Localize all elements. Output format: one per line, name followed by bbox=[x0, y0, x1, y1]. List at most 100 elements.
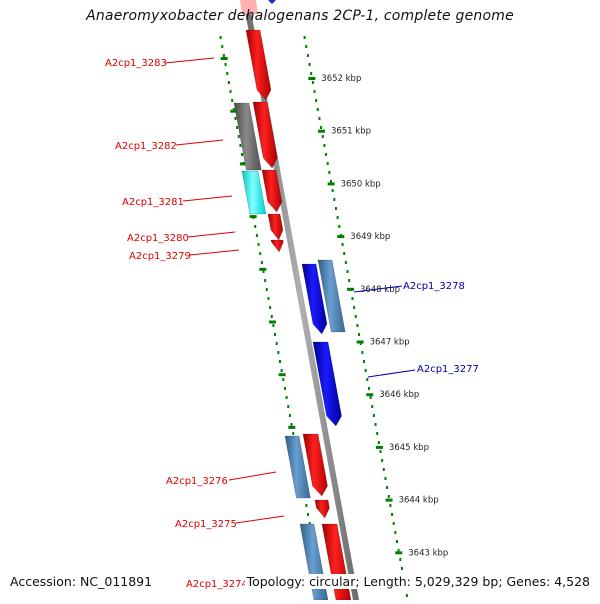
ruler-dot bbox=[292, 432, 295, 435]
topology-value: circular bbox=[309, 574, 356, 589]
ruler-dot bbox=[241, 153, 244, 156]
ruler-dot bbox=[377, 441, 380, 444]
ruler-dot bbox=[334, 207, 337, 210]
gene-label-leader bbox=[235, 515, 285, 524]
ruler-dot bbox=[392, 522, 395, 525]
ruler-dot bbox=[290, 423, 293, 426]
gene-feature-top bbox=[240, 0, 258, 14]
ruler-dot bbox=[269, 306, 272, 309]
ruler-tick bbox=[249, 215, 257, 219]
ruler-tick-label: 3652 kbp bbox=[321, 74, 361, 84]
ruler-dot bbox=[222, 54, 225, 57]
gene-feature-3280 bbox=[267, 213, 284, 241]
ruler-dot bbox=[219, 36, 222, 39]
ruler-dot bbox=[384, 477, 387, 480]
ruler-dot bbox=[283, 387, 286, 390]
ruler-dot bbox=[305, 45, 308, 48]
gene-label-leader bbox=[367, 369, 416, 378]
ruler-dot bbox=[260, 261, 263, 264]
ruler-tick bbox=[375, 445, 383, 449]
ruler-tick-label: 3650 kbp bbox=[341, 179, 381, 189]
gene-feature-3275 bbox=[314, 499, 330, 519]
ruler-tick-label: 3643 kbp bbox=[408, 548, 448, 558]
ruler-dot bbox=[259, 252, 262, 255]
ruler-dot bbox=[356, 324, 359, 327]
ruler-dot bbox=[354, 315, 357, 318]
ruler-dot bbox=[262, 270, 265, 273]
ruler-dot bbox=[310, 72, 313, 75]
gene-label-leader bbox=[187, 231, 236, 238]
ruler-dot bbox=[379, 450, 382, 453]
ruler-dot bbox=[351, 297, 354, 300]
ruler-dot bbox=[231, 99, 234, 102]
length-value: 5,029,329 bp bbox=[414, 574, 499, 589]
ruler-dot bbox=[285, 396, 288, 399]
ruler-tick bbox=[385, 498, 393, 502]
ruler-dot bbox=[316, 108, 319, 111]
ruler-dot bbox=[275, 342, 278, 345]
ruler-dot bbox=[400, 567, 403, 570]
gene-label-leader bbox=[353, 285, 403, 293]
ruler-dot bbox=[320, 126, 323, 129]
accession-value: NC_011891 bbox=[80, 574, 153, 589]
ruler-tick bbox=[337, 235, 345, 239]
gene-label-leaders bbox=[164, 57, 416, 583]
ruler-dot bbox=[367, 387, 370, 390]
ruler-dot bbox=[237, 135, 240, 138]
ruler-dot bbox=[255, 234, 258, 237]
ruler-dot bbox=[366, 378, 369, 381]
ruler-dot bbox=[307, 513, 310, 516]
gene-label-forward: A2cp1_3281 bbox=[122, 197, 184, 208]
gene-label-forward: A2cp1_3280 bbox=[127, 233, 189, 244]
ruler-dot bbox=[346, 270, 349, 273]
ruler-dot bbox=[328, 171, 331, 174]
gene-labels: A2cp1_3283 A2cp1_3282 A2cp1_3281 A2cp1_3280… bbox=[105, 58, 479, 590]
gene-label-leader bbox=[228, 471, 277, 481]
ruler-dot bbox=[394, 531, 397, 534]
ruler-dot bbox=[239, 144, 242, 147]
gene-feature-steel-3276 bbox=[284, 435, 311, 499]
ruler-dot bbox=[254, 225, 257, 228]
ruler-tick bbox=[356, 340, 364, 344]
ruler-tick-label: 3645 kbp bbox=[389, 443, 429, 453]
ruler-dot bbox=[280, 369, 283, 372]
gene-label-reverse: A2cp1_3278 bbox=[403, 281, 465, 292]
ruler-dot bbox=[282, 378, 285, 381]
ruler-tick-labels: 3652 kbp 3651 kbp 3650 kbp 3649 kbp 3648 kbp… bbox=[321, 74, 448, 558]
ruler-tick bbox=[317, 129, 325, 133]
ruler-dot bbox=[364, 369, 367, 372]
ruler-dot bbox=[341, 243, 344, 246]
length-label: Length: bbox=[363, 574, 411, 589]
ruler-dot bbox=[321, 135, 324, 138]
gene-feature-gray bbox=[233, 102, 262, 171]
ruler-tick bbox=[288, 425, 296, 429]
gene-feature-cyan bbox=[241, 170, 267, 215]
gene-feature-3283 bbox=[245, 29, 272, 101]
ruler-dot bbox=[358, 333, 361, 336]
genes-value: 4,528 bbox=[554, 574, 590, 589]
ruler-tick-label: 3647 kbp bbox=[370, 338, 410, 348]
gene-label-leader bbox=[175, 139, 224, 146]
ruler-dot bbox=[330, 180, 332, 183]
ruler-dot bbox=[371, 405, 374, 408]
ruler-dot bbox=[397, 549, 400, 552]
gene-label-forward: A2cp1_3274 bbox=[186, 579, 248, 590]
ruler-dot bbox=[315, 99, 318, 102]
gene-label-forward: A2cp1_3279 bbox=[129, 251, 191, 262]
ruler-dot bbox=[274, 333, 277, 336]
ruler-dotted-line-left bbox=[219, 36, 324, 597]
ruler-dot bbox=[363, 360, 365, 363]
ruler-dot bbox=[232, 108, 235, 111]
ruler-dot bbox=[234, 117, 237, 120]
ruler-dot bbox=[389, 504, 392, 507]
ruler-dot bbox=[305, 504, 308, 507]
ruler-tick bbox=[239, 162, 247, 166]
ruler-tick bbox=[308, 77, 316, 80]
ruler-tick bbox=[278, 373, 286, 377]
ruler-dot bbox=[308, 522, 311, 525]
ruler-dot bbox=[311, 81, 314, 84]
ruler-dot bbox=[386, 486, 389, 489]
ruler-dot bbox=[344, 261, 347, 264]
